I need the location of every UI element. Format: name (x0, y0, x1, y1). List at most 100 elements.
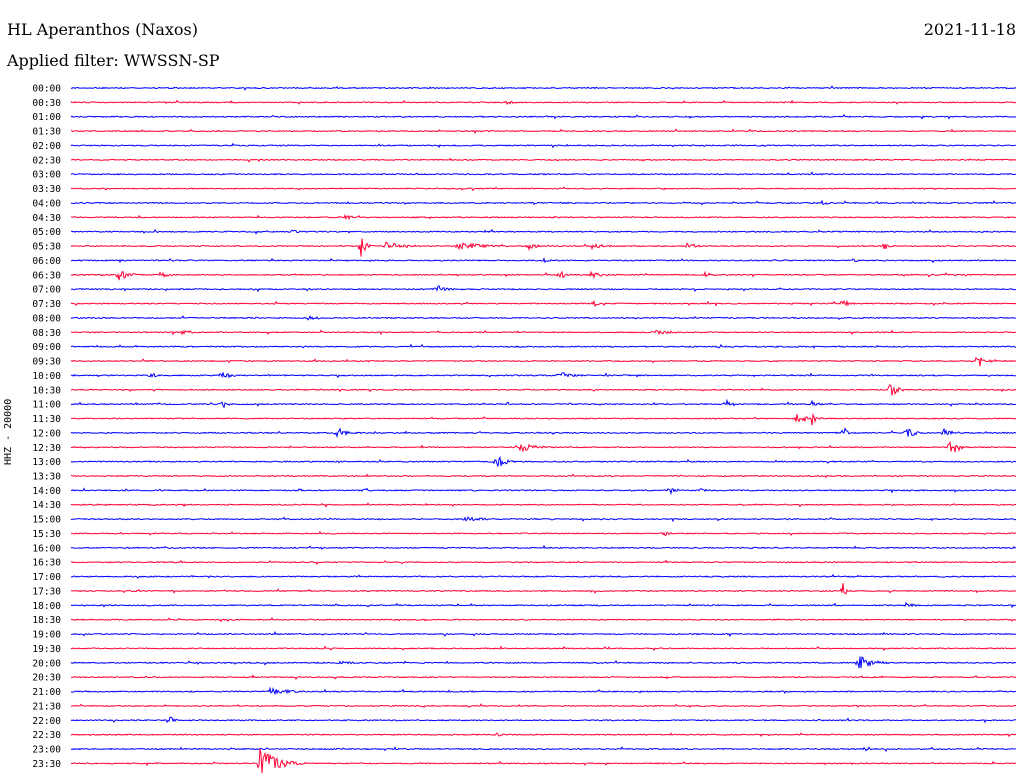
seismic-trace-row (70, 270, 1017, 281)
seismic-trace-row (70, 630, 1017, 638)
seismic-trace-row (70, 99, 1017, 106)
time-label: 14:30 (32, 500, 61, 511)
time-label: 15:00 (32, 515, 61, 526)
time-label: 22:00 (32, 716, 61, 727)
seismic-trace-row (70, 732, 1017, 738)
seismic-trace-row (70, 746, 1017, 752)
seismic-trace-row (70, 703, 1017, 708)
time-label: 13:30 (32, 471, 61, 482)
seismic-trace-row (70, 530, 1017, 536)
seismic-trace-row (70, 128, 1017, 135)
time-label: 03:00 (32, 170, 61, 181)
time-label: 19:00 (32, 630, 61, 641)
time-label: 08:30 (32, 328, 61, 339)
seismic-trace-row (70, 412, 1017, 426)
station-title: HL Aperanthos (Naxos) (7, 20, 198, 39)
time-label: 02:30 (32, 155, 61, 166)
seismic-trace-row (70, 85, 1017, 91)
time-label: 00:30 (32, 98, 61, 109)
record-date: 2021-11-18 (923, 20, 1016, 39)
seismic-trace-row (70, 544, 1017, 551)
seismic-trace-row (70, 343, 1017, 350)
seismic-trace-row (70, 573, 1017, 579)
time-label: 12:30 (32, 443, 61, 454)
seismic-trace-row (70, 329, 1017, 336)
seismic-trace-row (70, 213, 1017, 221)
time-label: 06:30 (32, 270, 61, 281)
time-label: 04:00 (32, 198, 61, 209)
seismic-traces (70, 85, 1017, 774)
time-label: 11:30 (32, 414, 61, 425)
seismic-trace-row (70, 502, 1017, 508)
time-label: 00:00 (32, 84, 61, 95)
time-label: 07:00 (32, 285, 61, 296)
seismic-trace-row (70, 748, 1017, 774)
seismic-trace-row (70, 238, 1017, 257)
time-label: 21:30 (32, 701, 61, 712)
seismic-trace-row (70, 455, 1017, 467)
time-label: 03:30 (32, 184, 61, 195)
seismic-trace-row (70, 142, 1017, 149)
time-label: 18:00 (32, 601, 61, 612)
seismic-trace-row (70, 686, 1017, 696)
time-label: 12:00 (32, 428, 61, 439)
seismic-trace-row (70, 601, 1017, 609)
time-label: 17:00 (32, 572, 61, 583)
seismic-trace-row (70, 398, 1017, 409)
seismic-trace-row (70, 384, 1017, 396)
seismic-trace-row (70, 674, 1017, 681)
time-label: 01:00 (32, 112, 61, 123)
time-label: 02:00 (32, 141, 61, 152)
time-label: 23:30 (32, 759, 61, 770)
time-label: 10:00 (32, 371, 61, 382)
time-label: 08:00 (32, 313, 61, 324)
seismic-trace-row (70, 157, 1017, 163)
seismic-trace-row (70, 356, 1017, 367)
time-label: 16:30 (32, 558, 61, 569)
seismic-trace-row (70, 372, 1017, 379)
seismic-trace-row (70, 299, 1017, 307)
seismic-trace-row (70, 171, 1017, 176)
seismic-trace-row (70, 186, 1017, 192)
seismic-trace-row (70, 716, 1017, 724)
seismic-trace-row (70, 559, 1016, 566)
time-label: 06:00 (32, 256, 61, 267)
time-label: 23:00 (32, 745, 61, 756)
time-label: 20:30 (32, 673, 61, 684)
time-label: 21:00 (32, 687, 61, 698)
seismic-trace-row (70, 314, 1017, 321)
time-label: 19:30 (32, 644, 61, 655)
seismic-trace-row (70, 487, 1017, 496)
seismic-trace-row (70, 113, 1017, 120)
time-labels: 00:00 00:30 01:00 01:30 02:00 02:30 03:00 03:30… (32, 84, 61, 770)
seismic-trace-row (70, 257, 1017, 264)
seismic-trace-row (70, 199, 1017, 206)
filter-label: Applied filter: WWSSN-SP (7, 51, 220, 70)
time-label: 17:30 (32, 586, 61, 597)
time-label: 18:30 (32, 615, 61, 626)
time-label: 05:00 (32, 227, 61, 238)
seismic-trace-row (70, 473, 1017, 479)
seismic-trace-row (70, 427, 1017, 439)
seismic-trace-row (70, 228, 1017, 235)
time-label: 15:30 (32, 529, 61, 540)
time-label: 07:30 (32, 299, 61, 310)
time-label: 09:00 (32, 342, 61, 353)
seismic-trace-row (70, 645, 1017, 652)
time-label: 04:30 (32, 213, 61, 224)
time-label: 14:00 (32, 486, 61, 497)
time-label: 05:30 (32, 242, 61, 253)
seismic-trace-row (70, 583, 1017, 595)
time-label: 13:00 (32, 457, 61, 468)
seismic-trace-row (70, 516, 1017, 523)
time-label: 11:00 (32, 400, 61, 411)
time-label: 20:00 (32, 658, 61, 669)
time-label: 10:30 (32, 385, 61, 396)
time-label: 16:00 (32, 543, 61, 554)
time-label: 22:30 (32, 730, 61, 741)
seismic-trace-row (70, 617, 1017, 623)
seismic-trace-row (70, 285, 1017, 293)
time-label: 09:30 (32, 357, 61, 368)
seismic-trace-row (70, 656, 1017, 669)
